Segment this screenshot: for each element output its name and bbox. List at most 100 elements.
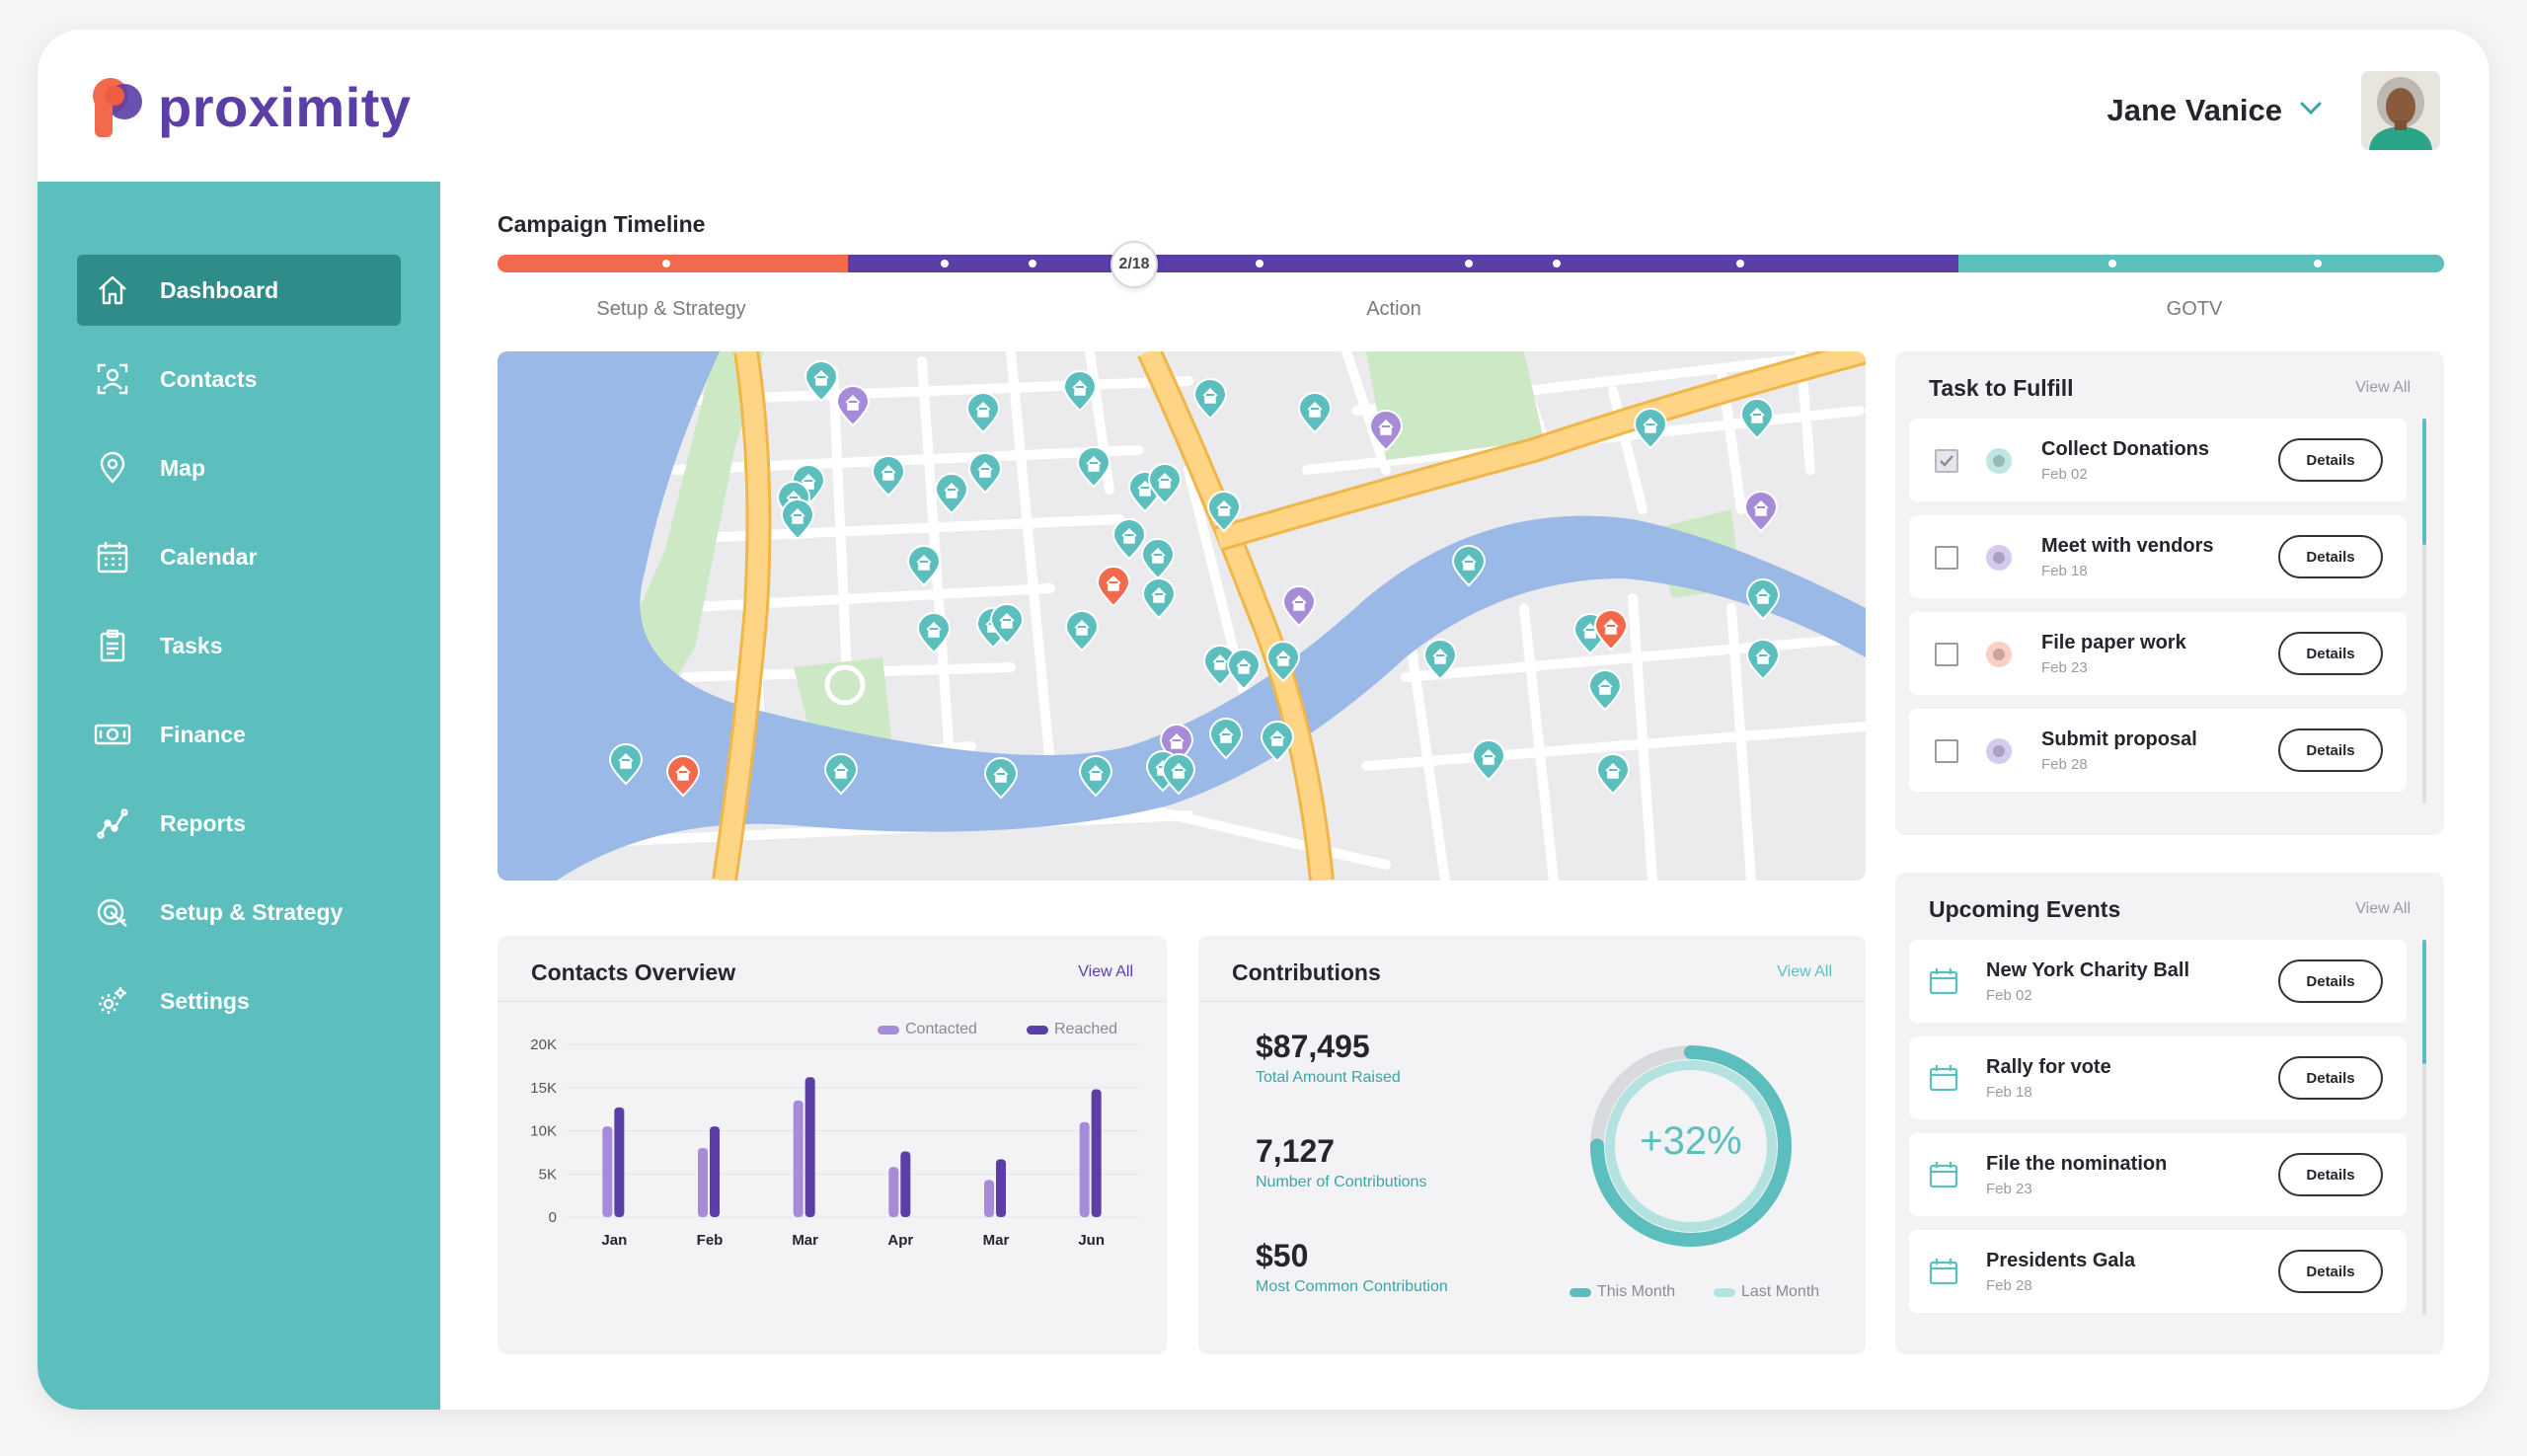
map-pin-icon[interactable] (1368, 410, 1404, 452)
map-pin-icon[interactable] (780, 498, 815, 541)
view-all-link[interactable]: View All (2355, 900, 2411, 917)
sidebar-item-contacts[interactable]: Contacts (77, 344, 401, 415)
map-pin-icon[interactable] (1206, 491, 1242, 533)
view-all-link[interactable]: View All (2355, 379, 2411, 396)
brand-logo[interactable]: proximity (91, 75, 412, 139)
timeline-milestone[interactable] (1029, 260, 1036, 268)
map-pin-icon[interactable] (1226, 649, 1262, 691)
map-pin-icon[interactable] (1208, 718, 1244, 760)
map-pin-icon[interactable] (1096, 566, 1131, 608)
task-checkbox[interactable] (1935, 546, 1958, 570)
view-all-link[interactable]: View All (1777, 963, 1832, 980)
map-pin-icon[interactable] (1076, 446, 1111, 489)
sidebar-item-setup-strategy[interactable]: Setup & Strategy (77, 877, 401, 948)
events-scrollbar[interactable] (2422, 940, 2426, 1315)
map-pin-icon[interactable] (1111, 518, 1147, 561)
map-pin-icon[interactable] (1192, 378, 1228, 421)
task-item[interactable]: Submit proposal Feb 28 Details (1909, 709, 2407, 792)
sidebar-item-tasks[interactable]: Tasks (77, 610, 401, 681)
map-pin-icon[interactable] (1422, 639, 1458, 681)
map-pin-icon[interactable] (1281, 585, 1317, 628)
map-pins-layer[interactable] (498, 351, 1866, 881)
details-button[interactable]: Details (2278, 438, 2383, 482)
map-pin-icon[interactable] (665, 755, 701, 798)
details-button[interactable]: Details (2278, 632, 2383, 675)
map-pin-icon[interactable] (967, 452, 1003, 495)
details-button[interactable]: Details (2278, 728, 2383, 772)
bar-contacted[interactable] (984, 1180, 994, 1217)
sidebar-item-calendar[interactable]: Calendar (77, 521, 401, 592)
map-pin-icon[interactable] (823, 753, 859, 796)
map-pin-icon[interactable] (989, 603, 1025, 646)
avatar[interactable] (2361, 71, 2440, 150)
bar-contacted[interactable] (1079, 1121, 1090, 1217)
map-pin-icon[interactable] (1451, 545, 1487, 587)
event-item[interactable]: Rally for vote Feb 18 Details (1909, 1036, 2407, 1119)
bar-reached[interactable] (710, 1126, 720, 1217)
map-pin-icon[interactable] (1745, 578, 1781, 621)
bar-reached[interactable] (1091, 1089, 1102, 1218)
timeline-current-marker[interactable]: 2/18 (1110, 241, 1158, 288)
timeline-milestone[interactable] (1736, 260, 1744, 268)
map-pin-icon[interactable] (1064, 610, 1100, 652)
task-checkbox[interactable] (1935, 643, 1958, 666)
details-button[interactable]: Details (2278, 959, 2383, 1003)
map-pin-icon[interactable] (1739, 398, 1775, 440)
sidebar-item-reports[interactable]: Reports (77, 788, 401, 859)
map-pin-icon[interactable] (835, 385, 871, 427)
timeline-milestone[interactable] (2108, 260, 2116, 268)
details-button[interactable]: Details (2278, 1250, 2383, 1293)
sidebar-item-settings[interactable]: Settings (77, 965, 401, 1036)
task-checkbox[interactable] (1935, 449, 1958, 473)
task-item[interactable]: File paper work Feb 23 Details (1909, 612, 2407, 695)
timeline-milestone[interactable] (2314, 260, 2322, 268)
map-pin-icon[interactable] (1297, 392, 1333, 434)
tasks-scrollbar[interactable] (2422, 419, 2426, 804)
view-all-link[interactable]: View All (1078, 963, 1133, 980)
bar-contacted[interactable] (698, 1148, 708, 1217)
timeline-milestone[interactable] (941, 260, 949, 268)
bar-contacted[interactable] (793, 1100, 804, 1217)
chevron-down-icon[interactable] (2300, 102, 2322, 120)
scrollbar-thumb[interactable] (2422, 419, 2426, 545)
map-pin-icon[interactable] (1743, 491, 1779, 533)
event-item[interactable]: Presidents Gala Feb 28 Details (1909, 1230, 2407, 1313)
map-pin-icon[interactable] (1147, 463, 1183, 505)
map-pin-icon[interactable] (1260, 721, 1295, 763)
map-pin-icon[interactable] (1593, 609, 1629, 651)
bar-reached[interactable] (996, 1159, 1006, 1217)
map-pin-icon[interactable] (934, 473, 969, 515)
bar-reached[interactable] (614, 1107, 625, 1217)
map-pin-icon[interactable] (1161, 753, 1196, 796)
map-pin-icon[interactable] (916, 612, 952, 654)
map-pin-icon[interactable] (1202, 645, 1238, 687)
timeline-milestone[interactable] (1465, 260, 1473, 268)
map-pin-icon[interactable] (871, 455, 906, 498)
map-pin-icon[interactable] (1265, 641, 1301, 683)
map-pin-icon[interactable] (608, 743, 644, 786)
bar-reached[interactable] (804, 1077, 815, 1217)
campaign-map[interactable] (498, 351, 1866, 881)
event-item[interactable]: File the nomination Feb 23 Details (1909, 1133, 2407, 1216)
map-pin-icon[interactable] (1140, 538, 1176, 580)
map-pin-icon[interactable] (906, 545, 942, 587)
map-pin-icon[interactable] (1062, 370, 1098, 413)
campaign-timeline-bar[interactable]: 2/18 (498, 241, 2444, 288)
timeline-milestone[interactable] (1553, 260, 1561, 268)
map-pin-icon[interactable] (1587, 669, 1623, 712)
task-item[interactable]: Collect Donations Feb 02 Details (1909, 419, 2407, 501)
map-pin-icon[interactable] (1633, 408, 1668, 450)
sidebar-item-map[interactable]: Map (77, 432, 401, 503)
map-pin-icon[interactable] (983, 757, 1019, 800)
event-item[interactable]: New York Charity Ball Feb 02 Details (1909, 940, 2407, 1023)
sidebar-item-finance[interactable]: Finance (77, 699, 401, 770)
map-pin-icon[interactable] (1078, 755, 1113, 798)
map-pin-icon[interactable] (1745, 639, 1781, 681)
scrollbar-thumb[interactable] (2422, 940, 2426, 1064)
timeline-milestone[interactable] (662, 260, 670, 268)
sidebar-item-dashboard[interactable]: Dashboard (77, 255, 401, 326)
bar-contacted[interactable] (602, 1126, 613, 1217)
bar-reached[interactable] (900, 1151, 911, 1218)
task-checkbox[interactable] (1935, 739, 1958, 763)
user-menu[interactable]: Jane Vanice (2106, 71, 2440, 150)
